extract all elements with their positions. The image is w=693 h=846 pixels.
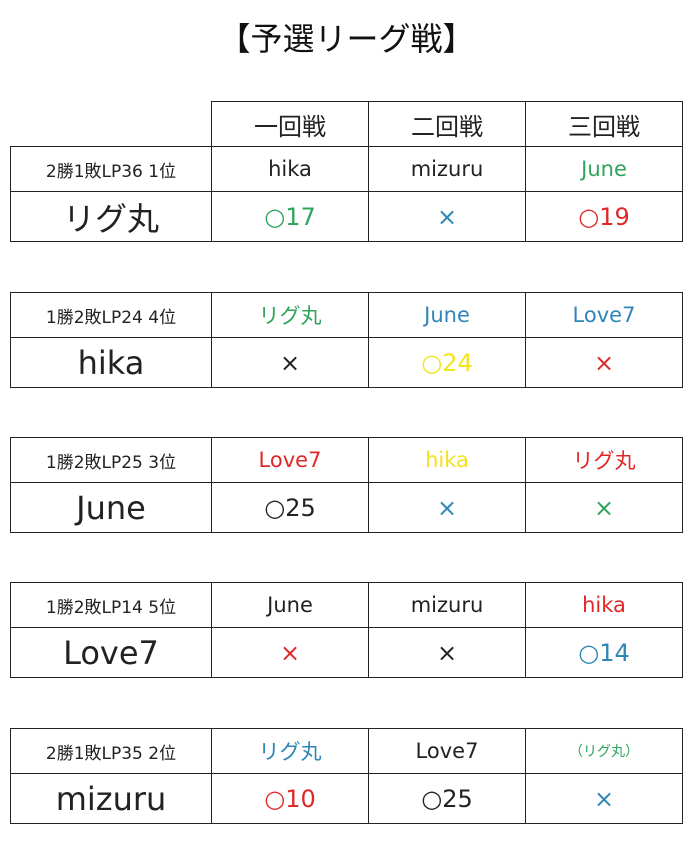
result-cell: × (368, 627, 526, 678)
round-header: 二回戦 (368, 101, 526, 147)
result-cell: × (525, 337, 683, 388)
opponent-cell: hika (525, 582, 683, 628)
result-row: June ○25 × × (10, 482, 683, 533)
player-table-4: 2勝1敗LP35 2位 リグ丸 Love7 （リグ丸） mizuru ○10 ○25 × (10, 728, 683, 824)
player-name: hika (10, 337, 212, 388)
result-row: リグ丸 ○17 × ○19 (10, 191, 683, 242)
record-cell: 1勝2敗LP14 5位 (10, 582, 212, 628)
opponent-cell: リグ丸 (525, 437, 683, 483)
result-cell: × (368, 191, 526, 242)
opponent-row: 1勝2敗LP14 5位 June mizuru hika (10, 582, 683, 628)
result-cell: ○24 (368, 337, 526, 388)
opponent-cell: リグ丸 (211, 292, 369, 338)
blank-cell (10, 101, 212, 147)
result-cell: ○17 (211, 191, 369, 242)
round-header-row: 一回戦 二回戦 三回戦 (10, 101, 683, 147)
opponent-row: 1勝2敗LP25 3位 Love7 hika リグ丸 (10, 437, 683, 483)
player-table-0: 一回戦 二回戦 三回戦 2勝1敗LP36 1位 hika mizuru June リグ丸 ○17… (10, 101, 683, 242)
player-name: Love7 (10, 627, 212, 678)
player-table-2: 1勝2敗LP25 3位 Love7 hika リグ丸 June ○25 × × (10, 437, 683, 533)
record-cell: 2勝1敗LP35 2位 (10, 728, 212, 774)
result-cell: × (525, 482, 683, 533)
record-cell: 2勝1敗LP36 1位 (10, 146, 212, 192)
player-name: リグ丸 (10, 191, 212, 242)
opponent-cell: Love7 (211, 437, 369, 483)
result-cell: ○10 (211, 773, 369, 824)
opponent-row: 1勝2敗LP24 4位 リグ丸 June Love7 (10, 292, 683, 338)
player-table-1: 1勝2敗LP24 4位 リグ丸 June Love7 hika × ○24 × (10, 292, 683, 388)
opponent-cell: June (525, 146, 683, 192)
round-header: 三回戦 (525, 101, 683, 147)
opponent-cell: June (368, 292, 526, 338)
result-cell: ○25 (211, 482, 369, 533)
opponent-cell: Love7 (525, 292, 683, 338)
opponent-cell: hika (211, 146, 369, 192)
record-cell: 1勝2敗LP24 4位 (10, 292, 212, 338)
result-row: mizuru ○10 ○25 × (10, 773, 683, 824)
page-title: 【予選リーグ戦】 (218, 20, 475, 58)
opponent-cell: hika (368, 437, 526, 483)
opponent-row: 2勝1敗LP36 1位 hika mizuru June (10, 146, 683, 192)
opponent-cell: リグ丸 (211, 728, 369, 774)
opponent-cell: Love7 (368, 728, 526, 774)
player-table-3: 1勝2敗LP14 5位 June mizuru hika Love7 × × ○14 (10, 582, 683, 678)
result-cell: ○14 (525, 627, 683, 678)
result-row: hika × ○24 × (10, 337, 683, 388)
opponent-cell: June (211, 582, 369, 628)
player-name: mizuru (10, 773, 212, 824)
result-row: Love7 × × ○14 (10, 627, 683, 678)
opponent-cell: mizuru (368, 582, 526, 628)
result-cell: × (211, 627, 369, 678)
opponent-cell: （リグ丸） (525, 728, 683, 774)
result-cell: × (525, 773, 683, 824)
record-cell: 1勝2敗LP25 3位 (10, 437, 212, 483)
round-header: 一回戦 (211, 101, 369, 147)
player-name: June (10, 482, 212, 533)
result-cell: ○25 (368, 773, 526, 824)
result-cell: ○19 (525, 191, 683, 242)
opponent-row: 2勝1敗LP35 2位 リグ丸 Love7 （リグ丸） (10, 728, 683, 774)
result-cell: × (211, 337, 369, 388)
opponent-cell: mizuru (368, 146, 526, 192)
result-cell: × (368, 482, 526, 533)
